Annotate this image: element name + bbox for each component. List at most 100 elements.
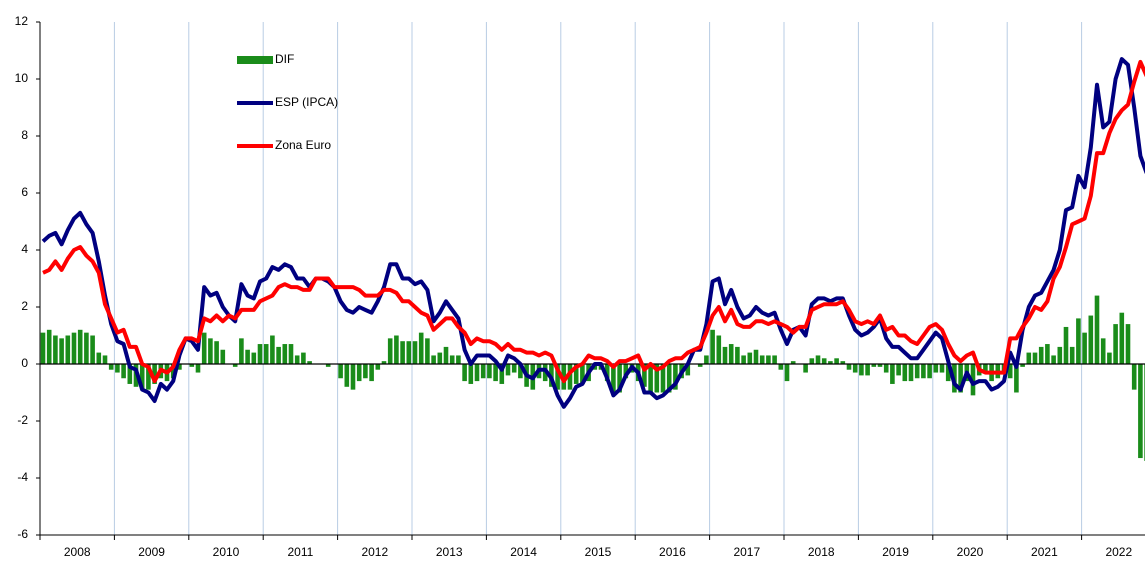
- bar: [65, 335, 71, 364]
- bar: [623, 364, 629, 379]
- x-tick-label: 2016: [659, 545, 686, 559]
- bar: [214, 341, 219, 364]
- bar: [1100, 338, 1106, 364]
- bar: [177, 364, 182, 370]
- bar: [325, 364, 331, 367]
- bar: [518, 364, 523, 379]
- bar: [1125, 324, 1131, 364]
- bar: [431, 355, 436, 364]
- legend-label: ESP (IPCA): [275, 95, 338, 109]
- bar: [276, 346, 281, 364]
- bar: [375, 364, 381, 370]
- bar: [790, 361, 796, 364]
- bar: [201, 332, 207, 364]
- bar: [859, 364, 864, 376]
- y-tick-label: 4: [21, 242, 28, 256]
- bar: [908, 364, 914, 382]
- bar: [927, 364, 932, 379]
- x-tick-label: 2017: [733, 545, 760, 559]
- bar: [102, 355, 108, 364]
- bar: [784, 364, 790, 382]
- bar: [815, 355, 821, 364]
- bar: [865, 364, 870, 376]
- bar: [666, 364, 672, 393]
- bar: [499, 364, 505, 384]
- bar: [356, 364, 362, 382]
- bar: [728, 344, 734, 364]
- x-tick-label: 2013: [436, 545, 463, 559]
- bar: [468, 364, 474, 384]
- bar: [381, 361, 387, 364]
- bar: [307, 361, 312, 364]
- bar: [1051, 355, 1056, 364]
- bar: [1014, 364, 1019, 393]
- y-tick-label: -4: [17, 470, 28, 484]
- x-tick-label: 2020: [957, 545, 984, 559]
- bar: [270, 335, 275, 364]
- bar: [96, 352, 102, 364]
- x-tick-label: 2021: [1031, 545, 1058, 559]
- bar: [877, 364, 883, 367]
- bar: [1076, 318, 1081, 364]
- bar: [1069, 346, 1075, 364]
- bar: [654, 364, 660, 393]
- bar: [580, 364, 585, 384]
- x-tick-label: 2014: [510, 545, 537, 559]
- bar: [735, 346, 740, 364]
- bar: [840, 361, 846, 364]
- bar: [288, 344, 294, 364]
- bar: [40, 332, 46, 364]
- bar: [232, 364, 238, 367]
- bar: [890, 364, 895, 384]
- bar: [1131, 364, 1137, 390]
- bar: [121, 364, 126, 379]
- bar: [660, 364, 666, 393]
- bar: [766, 355, 771, 364]
- bar: [1138, 364, 1143, 459]
- y-tick-label: 2: [21, 299, 28, 313]
- bar: [958, 364, 963, 393]
- bar: [406, 341, 412, 364]
- bar: [939, 364, 945, 373]
- bar: [239, 338, 244, 364]
- bar: [282, 344, 288, 364]
- bar: [263, 344, 269, 364]
- bar: [208, 338, 213, 364]
- bar: [567, 364, 573, 390]
- bar: [146, 364, 151, 390]
- bar: [846, 364, 852, 370]
- bar: [970, 364, 976, 396]
- x-tick-label: 2009: [138, 545, 165, 559]
- bar: [561, 364, 567, 390]
- bar: [716, 335, 722, 364]
- bar: [511, 364, 517, 373]
- bar: [90, 335, 95, 364]
- x-tick-label: 2022: [1105, 545, 1132, 559]
- bar: [369, 364, 374, 382]
- bar: [1094, 295, 1100, 364]
- bar: [821, 358, 827, 364]
- y-tick-label: 10: [15, 71, 29, 85]
- bar: [778, 364, 784, 370]
- bar: [480, 364, 486, 379]
- bar: [685, 364, 691, 376]
- bar: [648, 364, 653, 393]
- bar: [456, 355, 461, 364]
- bar: [443, 346, 449, 364]
- bar: [338, 364, 343, 379]
- bar: [1063, 326, 1069, 364]
- bar: [487, 364, 492, 379]
- bar: [245, 349, 250, 364]
- bar: [84, 332, 89, 364]
- bar: [418, 332, 424, 364]
- bar: [883, 364, 889, 373]
- bar: [1119, 312, 1125, 364]
- bar: [77, 329, 83, 364]
- y-tick-label: -2: [17, 413, 28, 427]
- y-tick-label: 8: [21, 128, 28, 142]
- bar: [933, 364, 939, 373]
- line: [42, 59, 1145, 384]
- bar: [1107, 352, 1112, 364]
- bar: [1045, 344, 1050, 364]
